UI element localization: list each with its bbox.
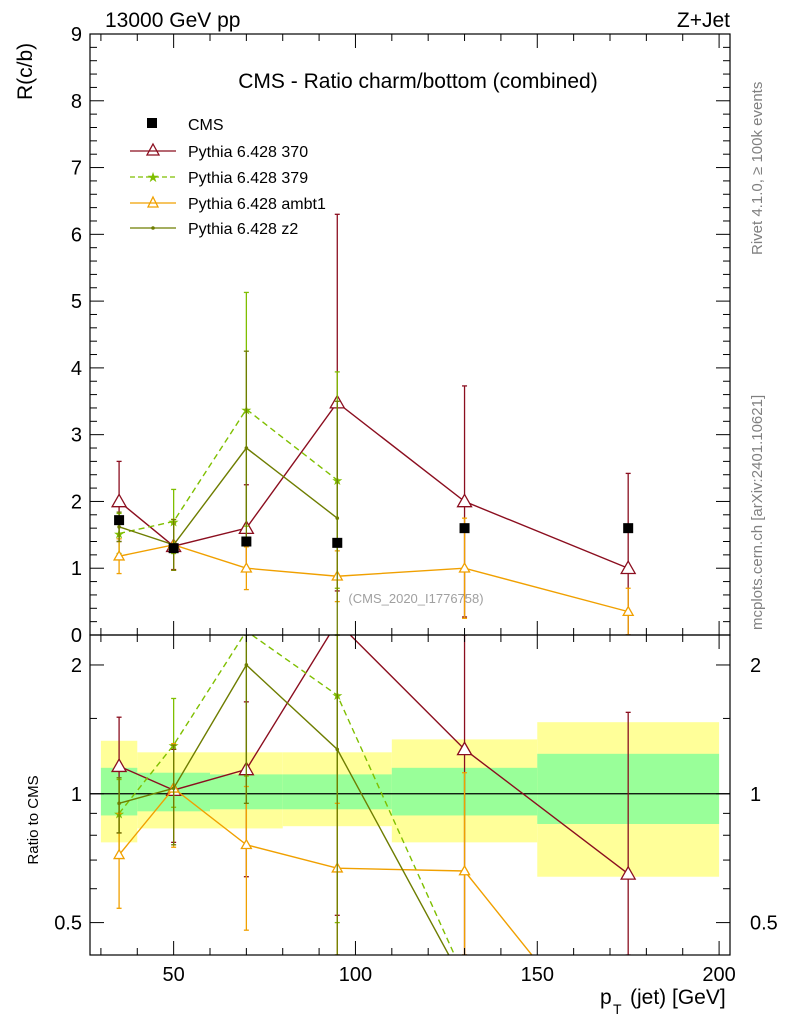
mcplots-label: mcplots.cern.ch [arXiv:2401.10621]: [749, 395, 766, 630]
ratio-marker: [456, 741, 473, 756]
legend-marker-379: ★: [147, 169, 160, 185]
ratio-y-tick-label: 1: [71, 784, 82, 806]
ratio-series: ★★★: [110, 635, 637, 955]
x-tick-label: 100: [339, 964, 372, 986]
cms-data-point: [114, 515, 125, 526]
analysis-watermark: (CMS_2020_I1776758): [348, 591, 483, 606]
y-tick-label: 6: [71, 224, 82, 246]
ratio-y-tick-label-right: 0.5: [750, 913, 778, 935]
legend-label-ambt1: Pythia 6.428 ambt1: [188, 196, 326, 213]
ratio-y-axis-title: Ratio to CMS: [25, 775, 42, 864]
ratio-marker: [110, 757, 128, 773]
main-series-pythia-6-428-ambt1: [112, 517, 635, 635]
y-tick-label: 8: [71, 91, 82, 113]
cms-data-point: [241, 536, 252, 547]
ratio-marker: [117, 801, 121, 806]
main-marker: [244, 446, 249, 450]
main-series: ★★★★: [110, 213, 637, 635]
main-line-pythia-6-428-ambt1: [118, 544, 629, 613]
x-tick-label: 50: [163, 964, 185, 986]
main-axis-ticks: 0 1 2 3 4 5 6 7 8 9: [71, 24, 730, 647]
main-series-pythia-6-428-370: [110, 213, 637, 635]
main-marker: [622, 605, 635, 617]
ratio-marker: [112, 848, 126, 860]
ratio-marker: [335, 747, 340, 752]
main-frame: [89, 33, 731, 636]
ratio-y-tick-label-right: 1: [750, 784, 761, 806]
collision-label: 13000 GeV pp: [105, 9, 240, 32]
x-tick-label: 150: [521, 964, 554, 986]
process-label: Z+Jet: [677, 9, 730, 32]
legend-label-370: Pythia 6.428 370: [188, 144, 308, 161]
ratio-marker: [620, 865, 637, 880]
ratio-series-pythia-6-428-z2: [116, 635, 450, 955]
legend-label-z2: Pythia 6.428 z2: [188, 221, 298, 238]
ratio-marker: [244, 663, 249, 667]
main-marker: [110, 493, 128, 508]
ratio-line-pythia-6-428-ambt1: [118, 787, 533, 955]
ratio-marker: [240, 838, 253, 850]
cms-data-point: [168, 543, 179, 554]
svg-text:p: p: [600, 986, 612, 1009]
ratio-line-pythia-6-428-379: [118, 635, 456, 955]
legend-marker-z2: [151, 226, 155, 230]
ratio-frame: [89, 634, 731, 956]
ratio-uncertainty-bands: [90, 722, 730, 877]
legend-marker-ambt1: [146, 195, 160, 208]
main-line-pythia-6-428-z2: [118, 447, 338, 546]
main-marker: [112, 549, 126, 561]
svg-text:T: T: [613, 1001, 622, 1017]
y-tick-label: 0: [71, 625, 82, 647]
svg-text:(jet) [GeV]: (jet) [GeV]: [630, 986, 726, 1009]
main-marker: [117, 525, 121, 529]
ratio-line-pythia-6-428-370: [118, 635, 629, 875]
y-tick-label: 2: [71, 491, 82, 513]
main-marker: [240, 561, 253, 573]
y-tick-label: 4: [71, 358, 82, 380]
ratio-marker: [171, 786, 176, 791]
ratio-y-tick-label: 2: [71, 655, 82, 677]
ratio-y-tick-label: 0.5: [54, 913, 82, 935]
cms-data-point: [623, 523, 634, 534]
main-series-pythia-6-428-z2: [116, 350, 340, 635]
main-line-pythia-6-428-370: [118, 401, 629, 569]
legend: CMS Pythia 6.428 370 ★ Pythia 6.428 379 …: [130, 117, 326, 238]
main-marker: [458, 561, 471, 573]
legend-label-379: Pythia 6.428 379: [188, 170, 308, 187]
main-marker: [456, 493, 473, 508]
ratio-axis-ticks: 0.5 0.5 1 1 2 2 50 100 150 200: [54, 635, 778, 986]
legend-label-cms: CMS: [188, 117, 224, 134]
plot-title: CMS - Ratio charm/bottom (combined): [238, 70, 597, 93]
legend-marker-cms: [147, 118, 157, 128]
y-tick-label: 1: [71, 558, 82, 580]
cms-data-point: [332, 537, 343, 548]
y-axis-title: R(c/b): [14, 43, 37, 100]
x-axis-title: p T (jet) [GeV]: [600, 986, 726, 1017]
main-series-pythia-6-428-379: ★★★★: [113, 291, 343, 589]
y-tick-label: 5: [71, 291, 82, 313]
ratio-marker: [458, 864, 471, 876]
y-tick-label: 3: [71, 425, 82, 447]
main-marker: [335, 516, 340, 520]
y-tick-label: 7: [71, 158, 82, 180]
ratio-y-tick-label-right: 2: [750, 655, 761, 677]
legend-marker-370: [145, 142, 161, 156]
x-tick-label: 200: [702, 964, 735, 986]
y-tick-label: 9: [71, 24, 82, 46]
main-marker: [620, 559, 637, 575]
main-line-pythia-6-428-379: [118, 408, 338, 535]
rivet-label: Rivet 4.1.0, ≥ 100k events: [749, 82, 766, 255]
cms-data-point: [459, 523, 470, 534]
